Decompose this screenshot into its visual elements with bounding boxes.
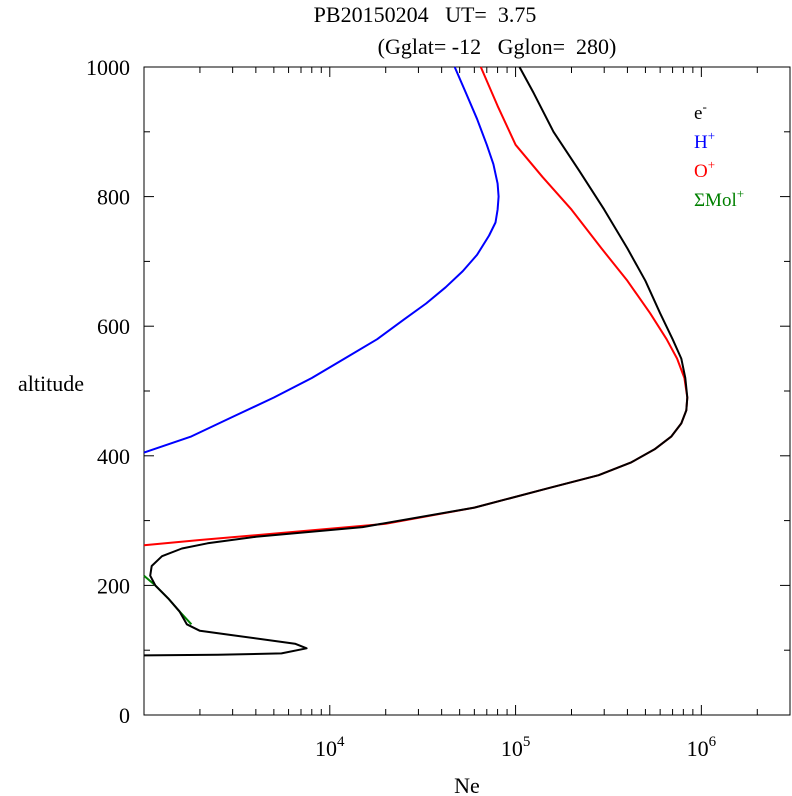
series-line-h xyxy=(143,66,500,454)
x-tick-label: 106 xyxy=(687,734,717,761)
legend-entry-e: e- xyxy=(694,99,707,124)
series-line-o xyxy=(143,66,689,547)
series-layer xyxy=(143,66,689,657)
legend-entry-o: O+ xyxy=(694,157,715,182)
legend: e- H+ O+ ΣMol+ xyxy=(694,99,744,211)
chart-title-line1: PB20150204 UT= 3.75 xyxy=(314,2,537,27)
series-line-e xyxy=(143,66,689,657)
y-tick-label: 600 xyxy=(97,314,130,339)
x-axis-label: Ne xyxy=(454,773,480,796)
legend-entry-mol: ΣMol+ xyxy=(694,186,744,211)
chart-title-line2: (Gglat= -12 Gglon= 280) xyxy=(378,34,617,59)
y-tick-label: 0 xyxy=(119,703,130,728)
y-axis: 0 200 400 600 800 1000 xyxy=(86,55,790,728)
y-tick-label: 400 xyxy=(97,444,130,469)
series-line-mol xyxy=(143,574,193,625)
y-axis-label: altitude xyxy=(18,371,84,396)
y-tick-label: 800 xyxy=(97,185,130,210)
y-tick-label: 1000 xyxy=(86,55,130,80)
x-tick-label: 105 xyxy=(501,734,531,761)
x-axis: 104 105 106 xyxy=(199,67,758,761)
legend-entry-h: H+ xyxy=(694,128,715,153)
x-tick-label: 104 xyxy=(315,734,345,761)
y-tick-label: 200 xyxy=(97,573,130,598)
